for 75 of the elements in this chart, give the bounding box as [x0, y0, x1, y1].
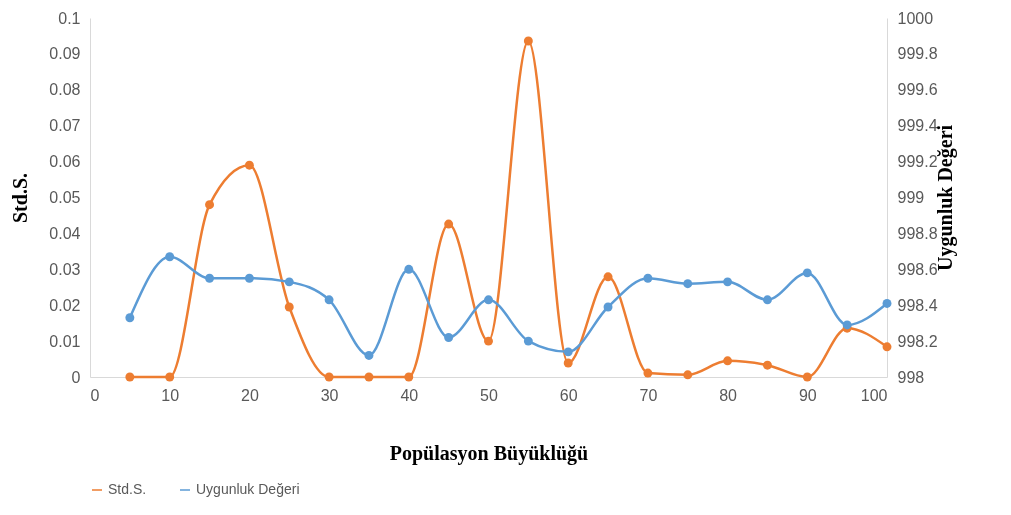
- point: [683, 370, 693, 380]
- x-tick-label: 20: [241, 386, 259, 404]
- point: [563, 347, 573, 357]
- y2-tick-label: 998.6: [897, 260, 938, 278]
- point: [284, 277, 294, 287]
- y-tick-label: 0.06: [49, 153, 81, 171]
- x-tick-label: 80: [719, 386, 738, 404]
- point: [125, 313, 135, 323]
- y-tick-label: 0.07: [49, 117, 81, 135]
- x-tick-label: 10: [161, 386, 180, 404]
- y2-tick-label: 999.4: [897, 117, 938, 135]
- point: [324, 372, 334, 382]
- point: [802, 268, 812, 278]
- y-tick-label: 0.04: [49, 224, 81, 242]
- point: [284, 302, 294, 312]
- x-tick-label: 50: [480, 386, 498, 404]
- y2-tick-label: 1000: [897, 9, 934, 27]
- x-tick-label: 60: [559, 386, 578, 404]
- x-axis-title: Popülasyon Büyüklüğü: [389, 441, 589, 465]
- point: [643, 368, 653, 378]
- point: [205, 273, 215, 283]
- x-tick-label: 90: [798, 386, 817, 404]
- point: [165, 372, 175, 382]
- y2-tick-label: 998: [897, 368, 925, 386]
- y2-tick-label: 999.2: [897, 153, 938, 171]
- x-tick-label: 0: [90, 386, 100, 404]
- y-tick-label: 0.02: [49, 296, 81, 314]
- point: [404, 264, 414, 274]
- y-tick-label: 0.01: [49, 332, 81, 350]
- point: [882, 342, 892, 352]
- y-tick-label: 0.08: [49, 81, 81, 99]
- y2-tick-label: 998.2: [897, 332, 938, 350]
- point: [882, 298, 892, 308]
- point: [762, 360, 772, 370]
- point: [603, 272, 613, 282]
- x-tick-label: 30: [320, 386, 339, 404]
- point: [125, 372, 135, 382]
- x-tick-label: 70: [639, 386, 658, 404]
- point: [563, 358, 573, 368]
- legend-label: Uygunluk Değeri: [196, 481, 300, 497]
- point: [444, 333, 454, 342]
- point: [205, 200, 215, 210]
- point: [324, 295, 334, 305]
- point: [643, 273, 653, 283]
- point: [523, 336, 533, 346]
- y2-tick-label: 998.8: [897, 224, 938, 242]
- point: [444, 219, 454, 229]
- point: [523, 36, 533, 46]
- y2-tick-label: 999.8: [897, 45, 938, 63]
- point: [603, 302, 613, 312]
- point: [762, 295, 772, 305]
- y-tick-label: 0: [71, 368, 81, 386]
- point: [683, 279, 693, 289]
- point: [165, 252, 175, 262]
- x-tick-label: 40: [400, 386, 419, 404]
- point: [484, 336, 493, 346]
- point: [802, 372, 812, 382]
- y-tick-label: 0.09: [49, 45, 81, 63]
- point: [244, 160, 254, 170]
- point: [364, 351, 374, 360]
- legend-label: Std.S.: [108, 481, 147, 497]
- y2-tick-label: 999: [897, 189, 925, 206]
- point: [723, 277, 733, 287]
- point: [484, 295, 493, 305]
- point: [364, 372, 374, 382]
- point: [723, 356, 733, 366]
- y-tick-label: 0.1: [58, 9, 81, 27]
- y2-tick-label: 998.4: [897, 296, 938, 314]
- y2-tick-label: 999.6: [897, 81, 938, 99]
- x-tick-label: 100: [860, 386, 888, 404]
- y-axis-title: Std.S.: [9, 172, 32, 224]
- y-tick-label: 0.05: [49, 189, 81, 206]
- y-tick-label: 0.03: [49, 260, 81, 278]
- point: [404, 372, 414, 382]
- point: [244, 273, 254, 283]
